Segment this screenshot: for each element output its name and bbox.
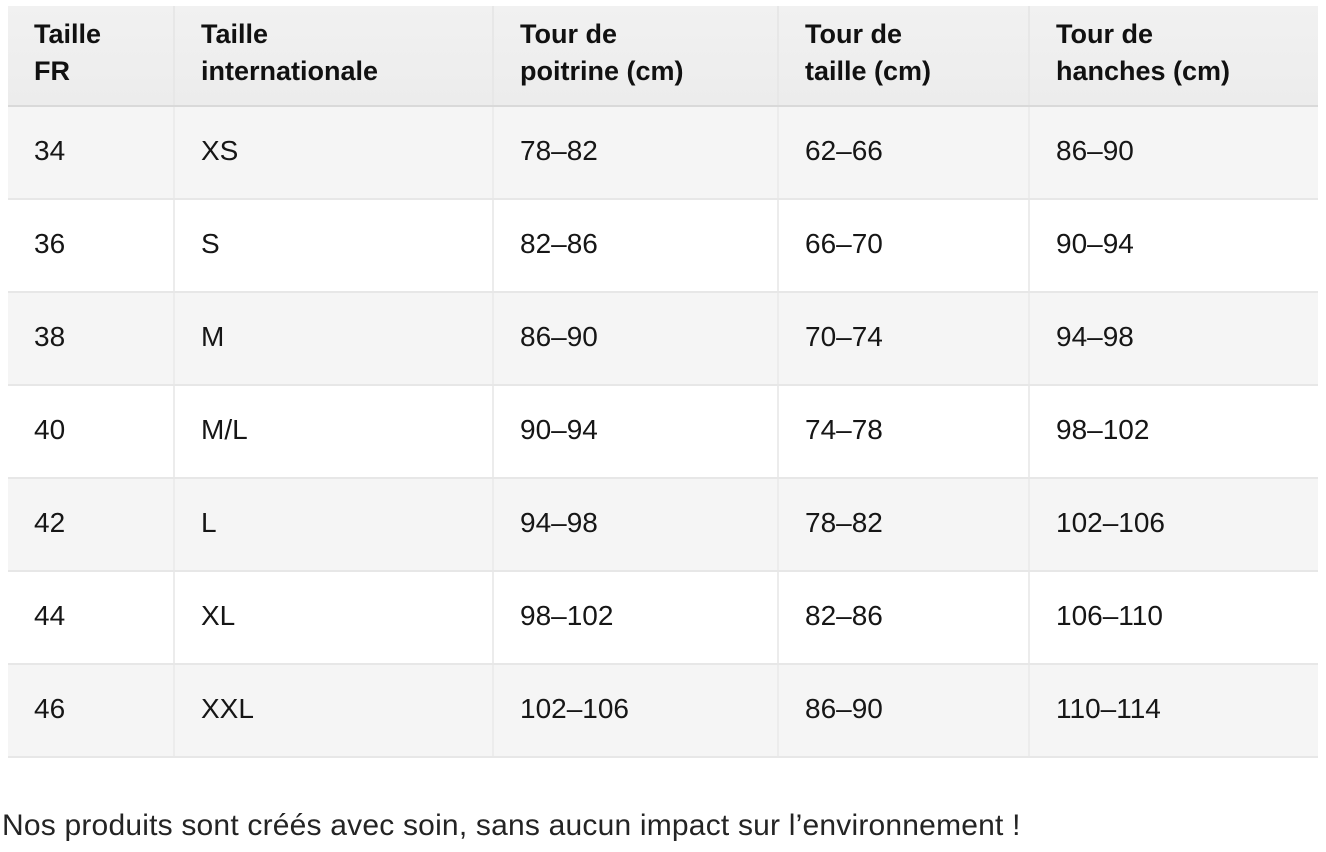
column-header-fr: Taille FR xyxy=(8,6,174,107)
cell-hanches: 106–110 xyxy=(1028,571,1318,665)
cell-taille: 78–82 xyxy=(777,478,1029,572)
cell-poitrine: 90–94 xyxy=(492,385,778,479)
cell-fr: 40 xyxy=(8,385,174,479)
cell-fr: 34 xyxy=(8,106,174,200)
cell-hanches: 110–114 xyxy=(1028,664,1318,758)
table-row: 44 XL 98–102 82–86 106–110 xyxy=(8,571,1318,665)
cell-intl: XXL xyxy=(173,664,493,758)
cell-intl: XS xyxy=(173,106,493,200)
cell-hanches: 102–106 xyxy=(1028,478,1318,572)
cell-intl: S xyxy=(173,199,493,293)
cell-hanches: 94–98 xyxy=(1028,292,1318,386)
cell-poitrine: 86–90 xyxy=(492,292,778,386)
cell-poitrine: 102–106 xyxy=(492,664,778,758)
cell-taille: 66–70 xyxy=(777,199,1029,293)
column-header-poitrine: Tour de poitrine (cm) xyxy=(492,6,778,107)
table-row: 36 S 82–86 66–70 90–94 xyxy=(8,199,1318,293)
cell-taille: 82–86 xyxy=(777,571,1029,665)
table-row: 46 XXL 102–106 86–90 110–114 xyxy=(8,664,1318,758)
cell-poitrine: 82–86 xyxy=(492,199,778,293)
cell-taille: 62–66 xyxy=(777,106,1029,200)
cell-fr: 46 xyxy=(8,664,174,758)
eco-note: Nos produits sont créés avec soin, sans … xyxy=(2,809,1021,842)
cell-fr: 38 xyxy=(8,292,174,386)
table-row: 38 M 86–90 70–74 94–98 xyxy=(8,292,1318,386)
cell-fr: 42 xyxy=(8,478,174,572)
cell-hanches: 86–90 xyxy=(1028,106,1318,200)
cell-hanches: 90–94 xyxy=(1028,199,1318,293)
column-header-taille: Tour de taille (cm) xyxy=(777,6,1029,107)
size-chart-body: 34 XS 78–82 62–66 86–90 36 S 82–86 66–70 90–94 38 M… xyxy=(8,106,1318,758)
cell-fr: 44 xyxy=(8,571,174,665)
size-chart-table: Taille FR Taille internationale Tour de po… xyxy=(8,6,1318,758)
cell-hanches: 98–102 xyxy=(1028,385,1318,479)
cell-taille: 86–90 xyxy=(777,664,1029,758)
cell-intl: XL xyxy=(173,571,493,665)
cell-taille: 70–74 xyxy=(777,292,1029,386)
cell-poitrine: 98–102 xyxy=(492,571,778,665)
column-header-hanches: Tour de hanches (cm) xyxy=(1028,6,1318,107)
cell-poitrine: 78–82 xyxy=(492,106,778,200)
column-header-intl: Taille internationale xyxy=(173,6,493,107)
cell-intl: L xyxy=(173,478,493,572)
table-row: 40 M/L 90–94 74–78 98–102 xyxy=(8,385,1318,479)
cell-intl: M xyxy=(173,292,493,386)
cell-intl: M/L xyxy=(173,385,493,479)
header-row: Taille FR Taille internationale Tour de po… xyxy=(8,6,1318,107)
table-row: 34 XS 78–82 62–66 86–90 xyxy=(8,106,1318,200)
table-row: 42 L 94–98 78–82 102–106 xyxy=(8,478,1318,572)
cell-taille: 74–78 xyxy=(777,385,1029,479)
size-chart-header: Taille FR Taille internationale Tour de po… xyxy=(8,6,1318,107)
cell-poitrine: 94–98 xyxy=(492,478,778,572)
cell-fr: 36 xyxy=(8,199,174,293)
